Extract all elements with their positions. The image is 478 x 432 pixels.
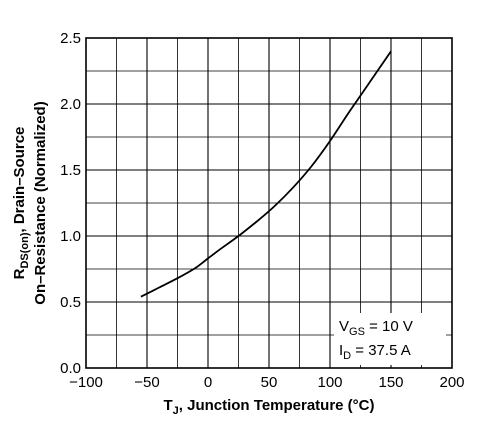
x-axis-title: TJ, Junction Temperature (°C) bbox=[163, 397, 374, 417]
y-axis-title-line-1: RDS(on), Drain–Source bbox=[11, 127, 31, 280]
x-tick-label: 200 bbox=[439, 374, 464, 391]
y-tick-label: 1.5 bbox=[60, 162, 81, 179]
series-line bbox=[140, 50, 392, 298]
annotation-line-2: ID = 37.5 A bbox=[339, 342, 411, 362]
y-tick-label: 0.5 bbox=[60, 294, 81, 311]
plot-frame bbox=[85, 37, 453, 369]
annotation-box bbox=[334, 313, 446, 365]
x-tick-label: 0 bbox=[204, 374, 212, 391]
annotation-line-1: VGS = 10 V bbox=[339, 318, 413, 338]
y-tick-label: 2.0 bbox=[60, 96, 81, 113]
x-tick-label: −50 bbox=[134, 374, 159, 391]
x-tick-label: 100 bbox=[317, 374, 342, 391]
x-tick-label: 150 bbox=[378, 374, 403, 391]
y-tick-labels: 0.0 0.5 1.0 1.5 2.0 2.5 bbox=[60, 30, 81, 377]
y-tick-label: 1.0 bbox=[60, 228, 81, 245]
y-axis-title-line-2: On–Resistance (Normalized) bbox=[32, 101, 49, 304]
y-tick-label: 0.0 bbox=[60, 360, 81, 377]
y-tick-label: 2.5 bbox=[60, 30, 81, 47]
x-tick-label: −100 bbox=[69, 374, 103, 391]
x-tick-label: 50 bbox=[261, 374, 278, 391]
grid bbox=[86, 38, 452, 368]
x-tick-labels: −100 −50 0 50 100 150 200 bbox=[69, 374, 464, 391]
